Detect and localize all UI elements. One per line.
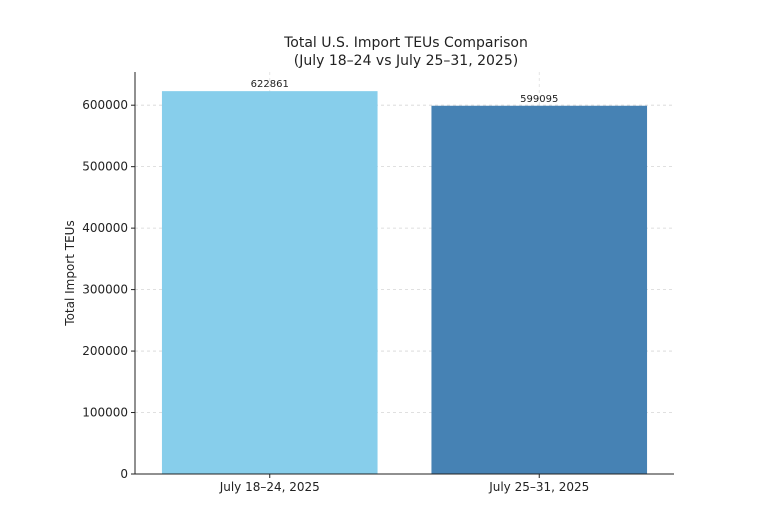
y-tick-label: 300000 xyxy=(82,283,128,297)
y-tick-label: 500000 xyxy=(82,160,128,174)
bar xyxy=(431,105,648,475)
y-tick-label: 100000 xyxy=(82,406,128,420)
x-ticks: July 18–24, 2025 July 25–31, 2025 xyxy=(219,474,589,494)
y-axis-label: Total Import TEUs xyxy=(63,220,77,326)
bar xyxy=(161,91,378,475)
x-tick-label: July 25–31, 2025 xyxy=(488,480,589,494)
y-tick-label: 600000 xyxy=(82,98,128,112)
chart-title-line-2: (July 18–24 vs July 25–31, 2025) xyxy=(294,53,518,69)
data-labels: 622861 599095 xyxy=(251,79,559,105)
y-ticks: 0 100000 200000 300000 400000 500000 600000 xyxy=(82,98,135,481)
bar-data-label: 622861 xyxy=(251,79,289,90)
y-tick-label: 400000 xyxy=(82,221,128,235)
chart-title-line-1: Total U.S. Import TEUs Comparison xyxy=(283,35,528,51)
bar-data-label: 599095 xyxy=(520,94,558,105)
y-tick-label: 0 xyxy=(120,467,128,481)
axes xyxy=(134,72,674,475)
y-tick-label: 200000 xyxy=(82,344,128,358)
x-tick-label: July 18–24, 2025 xyxy=(219,480,320,494)
bars xyxy=(161,91,648,475)
